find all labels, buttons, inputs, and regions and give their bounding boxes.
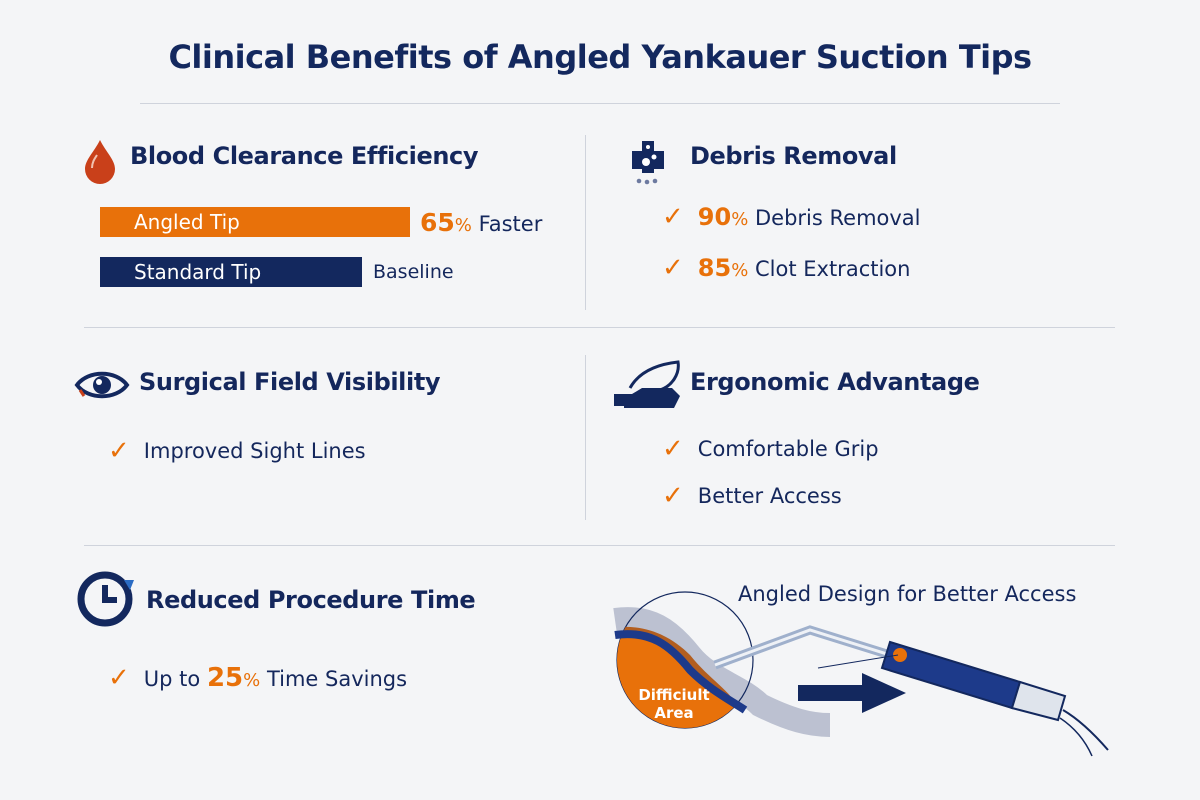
- area-label: Area: [654, 704, 694, 722]
- check-icon: ✓: [662, 253, 684, 283]
- divider: [585, 135, 586, 310]
- item-text: Comfortable Grip: [697, 437, 879, 461]
- bar-label: Angled Tip: [134, 210, 240, 234]
- hand-icon: [614, 360, 680, 408]
- value-unit: %: [731, 260, 749, 281]
- angled-tip-bar: Angled Tip: [100, 207, 410, 237]
- angled-tip-value: 65% Faster: [420, 208, 542, 237]
- value-unit: %: [454, 215, 472, 236]
- standard-tip-value: Baseline: [373, 261, 454, 283]
- item-text: Time Savings: [266, 667, 408, 691]
- section-heading: Blood Clearance Efficiency: [130, 142, 479, 170]
- check-icon: ✓: [108, 436, 130, 466]
- list-item: ✓ Better Access: [662, 481, 842, 511]
- bar-label: Standard Tip: [134, 260, 262, 284]
- section-heading: Surgical Field Visibility: [139, 368, 441, 396]
- value-number: 25: [206, 663, 244, 693]
- eye-icon: [74, 371, 130, 399]
- check-icon: ✓: [108, 663, 130, 693]
- standard-tip-bar: Standard Tip: [100, 257, 362, 287]
- section-heading: Ergonomic Advantage: [690, 368, 980, 396]
- item-text: Better Access: [697, 484, 842, 508]
- page-title: Clinical Benefits of Angled Yankauer Suc…: [168, 38, 1032, 76]
- section-heading: Reduced Procedure Time: [146, 586, 476, 614]
- debris-icon: [632, 141, 664, 185]
- divider: [140, 103, 1060, 104]
- list-item: ✓ 85% Clot Extraction: [662, 253, 910, 283]
- check-icon: ✓: [662, 434, 684, 464]
- value-unit: %: [731, 209, 749, 230]
- value-text: Faster: [478, 212, 543, 236]
- value-number: 85: [697, 254, 732, 282]
- item-text: Clot Extraction: [755, 257, 911, 281]
- divider: [585, 355, 586, 520]
- divider: [84, 545, 1115, 546]
- item-text: Debris Removal: [755, 206, 921, 230]
- list-item: ✓ Up to 25% Time Savings: [108, 663, 407, 693]
- area-label: Difficiult: [638, 686, 710, 704]
- list-item: ✓ Comfortable Grip: [662, 434, 879, 464]
- value-unit: %: [243, 670, 261, 691]
- illustration-caption: Angled Design for Better Access: [738, 582, 1077, 606]
- value-number: 65: [420, 208, 455, 237]
- list-item: ✓ 90% Debris Removal: [662, 202, 921, 232]
- section-heading: Debris Removal: [690, 142, 897, 170]
- list-item: ✓ Improved Sight Lines: [108, 436, 366, 466]
- item-text: Up to: [143, 667, 201, 691]
- item-text: Improved Sight Lines: [143, 439, 366, 463]
- divider: [84, 327, 1115, 328]
- value-number: 90: [697, 203, 732, 231]
- suction-tip-illustration: [613, 591, 1109, 757]
- blood-drop-icon: [85, 140, 115, 184]
- check-icon: ✓: [662, 481, 684, 511]
- difficult-area-label: Difficiult Area: [624, 686, 724, 722]
- clock-icon: [77, 571, 134, 627]
- check-icon: ✓: [662, 202, 684, 232]
